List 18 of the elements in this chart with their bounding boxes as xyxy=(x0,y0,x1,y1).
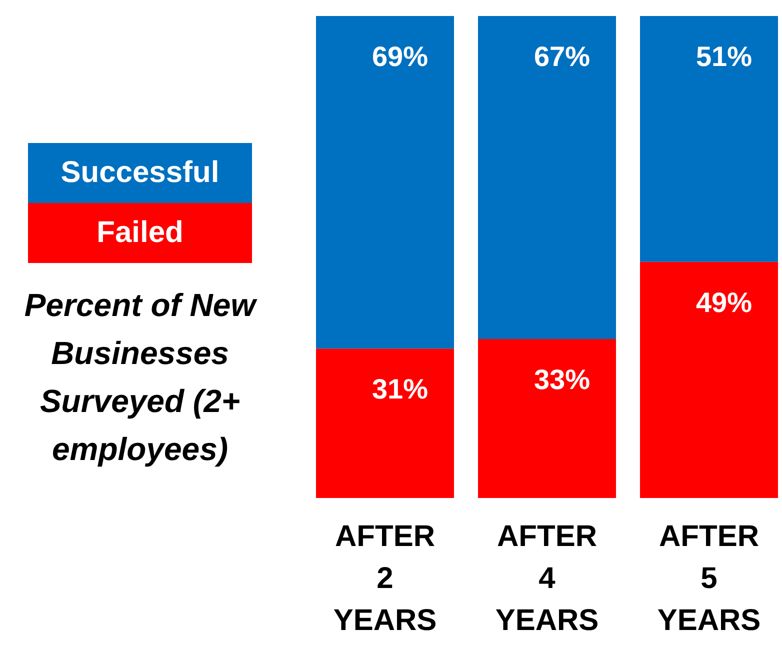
bar xyxy=(316,348,454,498)
x-tick-label: AFTER 4 YEARS xyxy=(495,520,599,637)
bar xyxy=(478,338,616,498)
bar xyxy=(316,16,454,349)
x-tick-label: AFTER 2 YEARS xyxy=(333,520,437,637)
data-label: 67% xyxy=(534,41,590,72)
text: Successful xyxy=(28,143,252,203)
data-label: 49% xyxy=(696,286,752,318)
x-tick-label: AFTER 5 YEARS xyxy=(657,520,761,637)
data-label: 33% xyxy=(534,364,590,395)
bar xyxy=(478,16,616,339)
data-label: 51% xyxy=(696,41,752,72)
y-axis-title: Percent of New Businesses Surveyed (2+ employees) xyxy=(23,286,258,469)
data-label: 31% xyxy=(372,374,428,405)
bar xyxy=(640,16,778,262)
data-label: 69% xyxy=(372,41,428,72)
text: Failed xyxy=(28,203,252,263)
bar xyxy=(640,262,778,498)
